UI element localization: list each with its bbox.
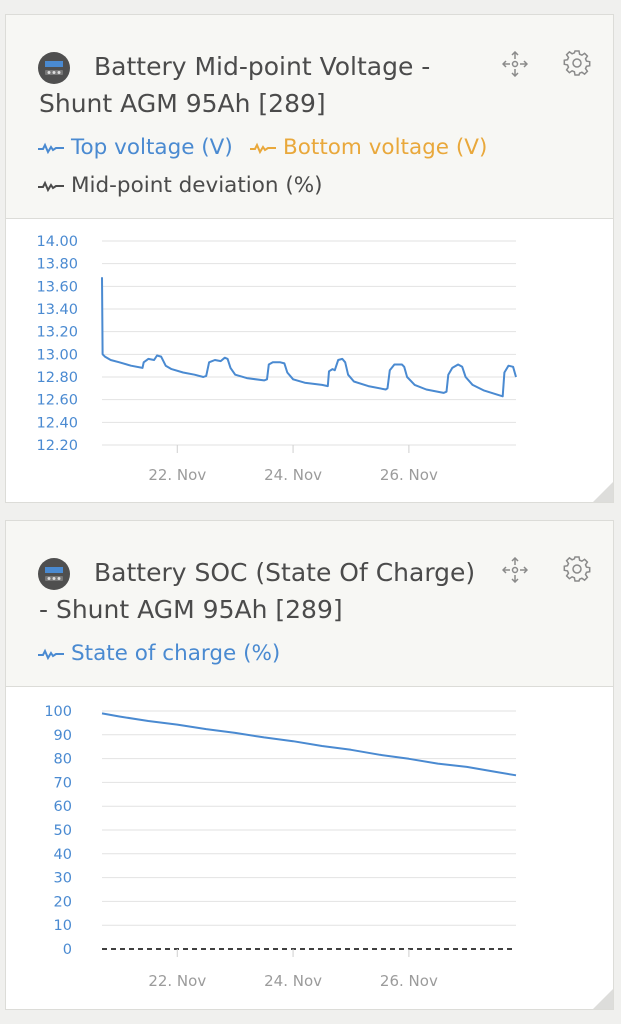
- legend-label: State of charge (%): [71, 641, 281, 666]
- voltage-chart: 14.00 13.80 13.60 13.40 13.20 13.00 12.80 12.60…: [36, 234, 517, 484]
- y-tick-label: 70: [54, 775, 72, 791]
- y-tick-label: 10: [54, 918, 72, 934]
- widget-header: Battery Mid-point Voltage - Shunt AGM 95…: [6, 15, 613, 219]
- legend-label: Mid-point deviation (%): [71, 173, 323, 198]
- y-tick-label: 60: [54, 799, 72, 815]
- widget-title: Battery SOC (State Of Charge) - Shunt AG…: [39, 558, 476, 624]
- battery-monitor-icon: [38, 558, 70, 590]
- y-tick-label: 13.20: [36, 325, 78, 341]
- gear-icon[interactable]: [563, 555, 591, 583]
- legend-line-icon: [250, 142, 276, 154]
- y-tick-label: 40: [54, 847, 72, 863]
- legend-label: Top voltage (V): [71, 135, 233, 160]
- move-arrows-icon[interactable]: [502, 51, 528, 77]
- y-tick-label: 13.60: [36, 279, 78, 295]
- y-tick-label: 80: [54, 752, 72, 768]
- y-tick-label: 0: [63, 942, 72, 958]
- legend-label: Bottom voltage (V): [283, 135, 488, 160]
- y-tick-label: 20: [54, 894, 72, 910]
- y-tick-label: 12.40: [36, 415, 78, 431]
- widget-midpoint-voltage: Battery Mid-point Voltage - Shunt AGM 95…: [5, 14, 614, 503]
- y-tick-label: 13.00: [36, 347, 78, 363]
- widget-soc: Battery SOC (State Of Charge) - Shunt AG…: [5, 520, 614, 1010]
- y-tick-label: 90: [54, 728, 72, 744]
- y-tick-label: 100: [44, 704, 72, 720]
- move-arrows-icon[interactable]: [502, 557, 528, 583]
- y-tick-label: 13.80: [36, 257, 78, 273]
- x-tick-label: 22. Nov: [148, 972, 206, 990]
- x-tick-label: 24. Nov: [264, 466, 322, 484]
- battery-monitor-icon: [38, 52, 70, 84]
- series-line: [101, 277, 517, 398]
- resize-handle[interactable]: [593, 482, 613, 502]
- x-tick-label: 22. Nov: [148, 466, 206, 484]
- gear-icon[interactable]: [563, 49, 591, 77]
- widget-title: Battery Mid-point Voltage - Shunt AGM 95…: [39, 52, 431, 118]
- y-tick-label: 30: [54, 871, 72, 887]
- series-line: [101, 712, 517, 777]
- x-tick-label: 24. Nov: [264, 972, 322, 990]
- x-tick-label: 26. Nov: [380, 466, 438, 484]
- y-tick-label: 50: [54, 823, 72, 839]
- y-tick-label: 14.00: [36, 234, 78, 250]
- resize-handle[interactable]: [593, 989, 613, 1009]
- widget-header: Battery SOC (State Of Charge) - Shunt AG…: [6, 521, 613, 687]
- y-tick-label: 13.40: [36, 302, 78, 318]
- x-tick-label: 26. Nov: [380, 972, 438, 990]
- legend-line-icon: [38, 142, 64, 154]
- legend-line-icon: [38, 648, 64, 660]
- y-tick-label: 12.20: [36, 438, 78, 454]
- y-tick-label: 12.80: [36, 370, 78, 386]
- legend-line-icon: [38, 180, 64, 192]
- y-tick-label: 12.60: [36, 393, 78, 409]
